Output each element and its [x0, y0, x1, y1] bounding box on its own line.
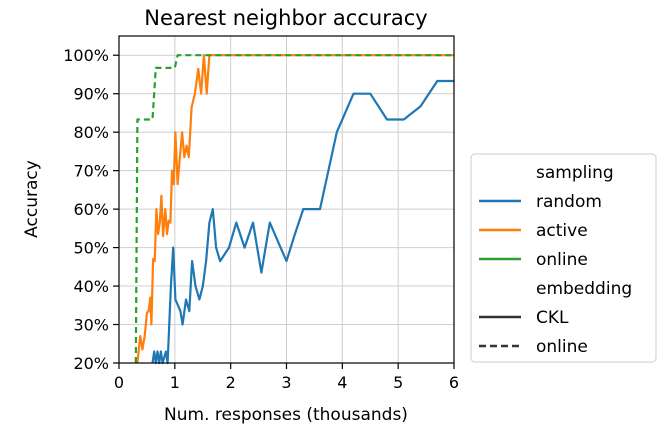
y-tick-label: 100% — [63, 46, 109, 65]
series-line-random — [151, 79, 454, 365]
legend: sampling random active online embedding CKL on… — [470, 153, 657, 363]
x-tick-label: 4 — [337, 373, 347, 392]
y-tick-label: 90% — [73, 85, 109, 104]
x-tick-label: 5 — [393, 373, 403, 392]
y-tick-label: 60% — [73, 200, 109, 219]
y-tick-label: 30% — [73, 316, 109, 335]
x-tick-layer: 0 1 2 3 4 5 6 — [114, 363, 459, 392]
legend-entry-label: online — [536, 250, 588, 270]
x-tick-label: 3 — [281, 373, 291, 392]
series-layer — [134, 54, 454, 365]
series-line-online — [134, 54, 454, 364]
y-tick-label: 80% — [73, 123, 109, 142]
y-tick-label: 20% — [73, 354, 109, 373]
series-line-active — [136, 54, 454, 364]
legend-box — [470, 153, 657, 363]
y-tick-layer: 20% 30% 40% 50% 60% 70% 80% 90% 100% — [63, 46, 119, 373]
x-tick-label: 6 — [449, 373, 459, 392]
x-tick-label: 1 — [170, 373, 180, 392]
legend-items: sampling random active online embedding CKL on… — [479, 163, 632, 357]
legend-entry-label: CKL — [536, 308, 569, 328]
y-axis-label: Accuracy — [22, 160, 42, 238]
legend-entry-label: online — [536, 337, 588, 357]
legend-section-title: sampling — [536, 163, 614, 183]
chart-title: Nearest neighbor accuracy — [144, 6, 427, 30]
legend-entry-label: random — [536, 192, 602, 212]
legend-section-title: embedding — [536, 279, 632, 299]
y-tick-label: 40% — [73, 277, 109, 296]
legend-entry-label: active — [536, 221, 588, 241]
x-tick-label: 2 — [226, 373, 236, 392]
y-tick-label: 50% — [73, 239, 109, 258]
x-axis-label: Num. responses (thousands) — [164, 405, 408, 425]
y-tick-label: 70% — [73, 162, 109, 181]
grid-layer — [118, 36, 455, 364]
x-tick-label: 0 — [114, 373, 124, 392]
